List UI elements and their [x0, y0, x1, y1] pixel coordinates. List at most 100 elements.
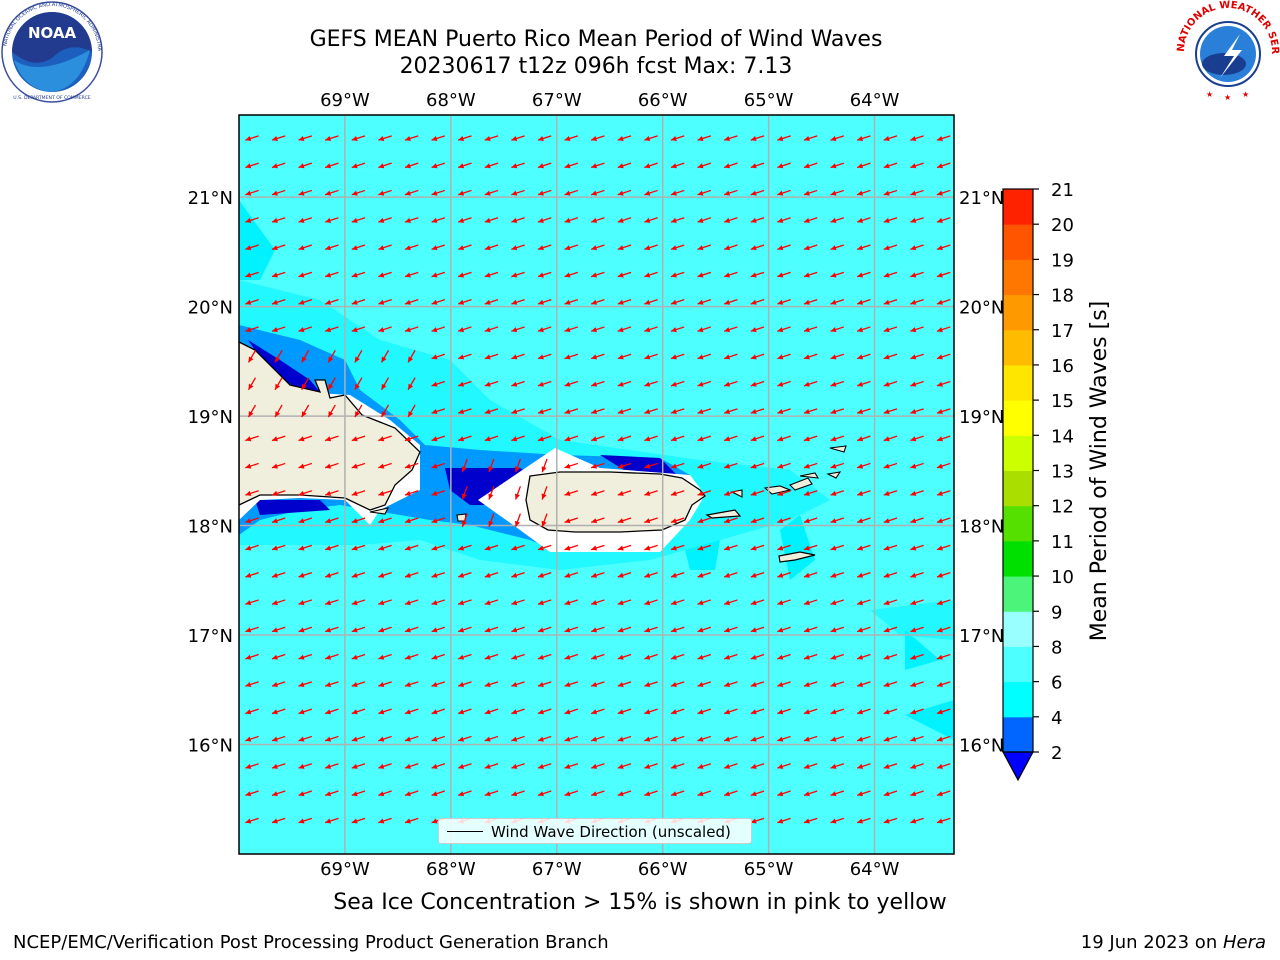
wind-arrow	[883, 353, 898, 360]
wind-arrow	[936, 299, 951, 305]
wind-arrow	[723, 189, 738, 196]
wind-arrow	[564, 462, 579, 469]
wind-arrow	[670, 299, 685, 305]
wind-arrow	[723, 517, 738, 524]
wind-arrow	[461, 513, 468, 528]
wind-arrow	[910, 380, 924, 387]
wind-arrow	[378, 326, 392, 333]
wind-arrow	[856, 544, 871, 551]
credit-line: NCEP/EMC/Verification Post Processing Pr…	[13, 932, 609, 953]
wind-arrow	[670, 189, 685, 196]
wind-arrow	[670, 653, 685, 660]
wind-arrow	[936, 708, 951, 715]
wind-arrow	[378, 517, 392, 524]
wind-arrow	[936, 244, 951, 251]
wind-arrow	[564, 353, 579, 360]
wind-arrow	[324, 544, 339, 551]
wind-arrow	[910, 681, 924, 687]
wind-arrow	[910, 599, 924, 606]
wind-arrow	[777, 326, 791, 333]
wind-arrow	[484, 217, 499, 223]
wind-arrow	[723, 435, 738, 442]
wind-arrow	[590, 135, 605, 141]
wind-arrow	[590, 681, 605, 687]
wind-arrow	[537, 708, 552, 715]
wind-arrow	[777, 708, 791, 715]
wind-arrow	[431, 189, 446, 196]
wind-arrow	[883, 599, 898, 606]
wind-arrow	[484, 790, 499, 797]
wind-arrow	[936, 653, 951, 660]
wind-arrow	[298, 572, 313, 578]
wind-arrow	[670, 135, 685, 141]
wind-arrow	[245, 435, 259, 442]
wind-arrow	[750, 408, 765, 414]
lon-tick-top: 65°W	[744, 90, 794, 111]
wind-arrow	[564, 244, 579, 251]
lon-tick-top: 69°W	[320, 90, 370, 111]
lat-tick-right: 17°N	[959, 626, 1004, 647]
wind-arrow	[351, 462, 366, 469]
lat-tick-right: 19°N	[959, 407, 1004, 428]
wind-arrow	[856, 189, 871, 196]
wind-arrow	[830, 217, 845, 223]
wind-arrow	[378, 708, 392, 715]
wind-arrow	[351, 626, 366, 633]
wind-arrow	[327, 350, 336, 363]
wind-arrow	[670, 244, 685, 251]
wind-arrow	[803, 353, 818, 360]
wind-arrow	[883, 735, 898, 742]
wind-arrow	[697, 763, 712, 769]
wind-arrow	[564, 735, 579, 742]
wind-arrow	[564, 217, 579, 223]
wind-arrow	[617, 790, 632, 797]
wind-arrow	[670, 790, 685, 797]
wind-arrow	[697, 135, 712, 141]
wind-arrow	[777, 626, 791, 633]
wind-arrow	[378, 299, 392, 305]
wind-arrow	[378, 681, 392, 687]
wind-arrow	[484, 408, 499, 414]
wind-arrow	[910, 490, 924, 496]
wind-arrow	[537, 135, 552, 141]
wind-arrow	[644, 135, 658, 141]
wind-arrow	[856, 326, 871, 333]
wind-arrow	[697, 544, 712, 551]
wind-arrow	[830, 189, 845, 196]
colorbar-segment	[1003, 611, 1033, 647]
wind-arrow	[404, 817, 419, 824]
wind-arrow	[697, 517, 712, 524]
wind-arrow	[910, 708, 924, 715]
wind-arrow	[910, 271, 924, 278]
wind-arrow	[298, 735, 313, 742]
wind-arrow	[245, 135, 259, 141]
wind-arrow	[537, 217, 552, 223]
lon-tick-bottom: 67°W	[532, 859, 582, 880]
wind-arrow	[484, 599, 499, 606]
wind-arrow	[590, 708, 605, 715]
wind-arrow	[484, 435, 499, 442]
wind-arrow	[670, 626, 685, 633]
colorbar-tick-label: 8	[1051, 637, 1062, 658]
wind-arrow	[883, 299, 898, 305]
wind-arrow	[723, 763, 738, 769]
wind-arrow	[910, 162, 924, 169]
wind-arrow	[590, 435, 605, 442]
wind-arrow	[670, 708, 685, 715]
wind-arrow	[271, 735, 286, 742]
wind-arrow	[697, 353, 712, 360]
wind-arrow	[431, 353, 446, 360]
wind-arrow	[936, 353, 951, 360]
wind-arrow	[644, 408, 658, 414]
wind-arrow	[803, 162, 818, 169]
wind-arrow	[431, 708, 446, 715]
colorbar-tick-label: 6	[1051, 673, 1062, 694]
wind-arrow	[378, 763, 392, 769]
wind-arrow	[856, 708, 871, 715]
wind-arrow	[590, 462, 605, 469]
wind-arrow	[723, 299, 738, 305]
wind-arrow	[617, 135, 632, 141]
wind-arrow	[537, 626, 552, 633]
wind-arrow	[431, 462, 446, 469]
wind-arrow	[697, 189, 712, 196]
